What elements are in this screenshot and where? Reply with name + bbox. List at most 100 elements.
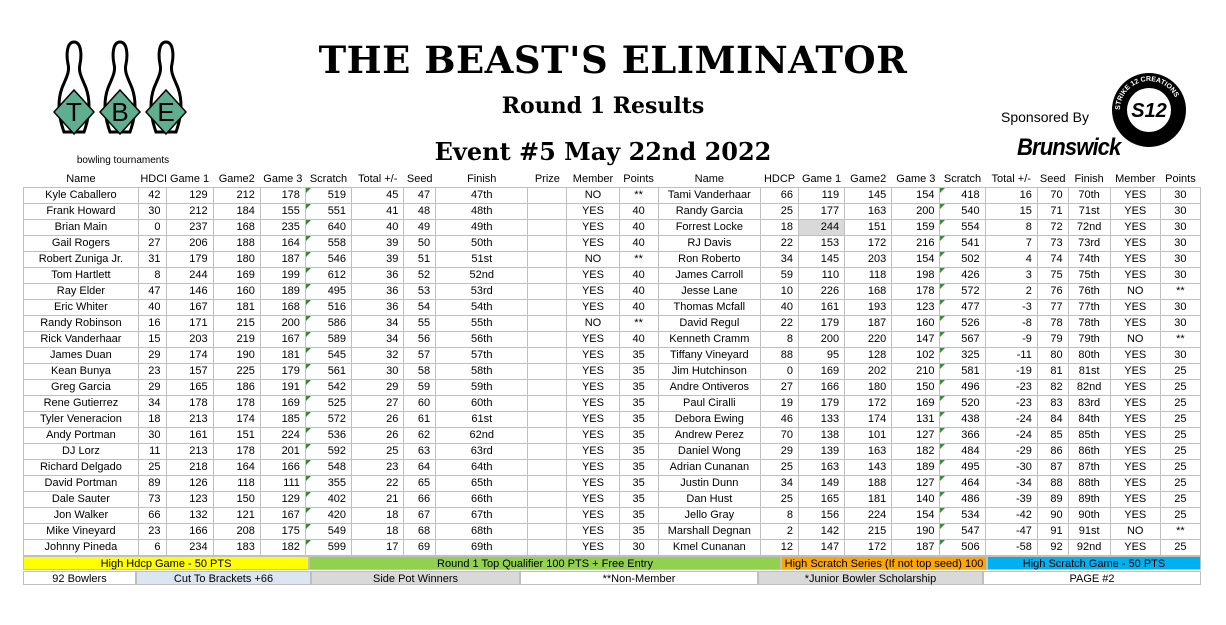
table-cell: 56th [435, 331, 529, 348]
table-cell: 7 [984, 235, 1038, 252]
table-cell: 549 [304, 523, 353, 540]
table-cell: 25 [1159, 411, 1202, 428]
legend-item: PAGE #2 [983, 571, 1201, 585]
table-cell: 558 [304, 235, 353, 252]
table-cell: 226 [797, 283, 846, 300]
table-cell: 84th [1067, 411, 1111, 428]
table-cell: Ron Roberto [657, 251, 762, 268]
table-cell: Brian Main [23, 219, 139, 236]
table-cell: 66th [435, 491, 529, 508]
table-cell: 18 [760, 219, 799, 236]
table-cell: 52nd [435, 267, 529, 284]
table-cell: 83 [1036, 395, 1069, 412]
table-row: David Portman 89 126 118 111 355 22 65 65th YES 35… [23, 475, 1202, 492]
table-cell [527, 219, 568, 236]
logo-letter-b: B [111, 97, 128, 127]
table-cell: 200 [797, 331, 846, 348]
table-cell: 57th [435, 347, 529, 364]
table-cell: 25 [1159, 443, 1202, 460]
table-cell: YES [566, 363, 620, 380]
table-cell: 224 [844, 507, 893, 524]
table-cell: 73 [1036, 235, 1069, 252]
table-cell: 50 [403, 235, 437, 252]
table-cell: 142 [797, 523, 846, 540]
table-cell: 8 [760, 331, 799, 348]
table-cell: 23 [137, 523, 167, 540]
table-cell: 203 [844, 251, 893, 268]
table-cell: 46 [760, 411, 799, 428]
column-header: Game2 [850, 173, 887, 185]
table-cell: 355 [304, 475, 353, 492]
table-cell: 29 [137, 379, 167, 396]
table-cell: 127 [891, 427, 941, 444]
table-cell [527, 443, 568, 460]
table-cell: 160 [891, 315, 941, 332]
table-cell: 213 [165, 443, 214, 460]
column-header: Game 3 [896, 173, 936, 185]
table-cell: 220 [844, 331, 893, 348]
table-cell: 80th [1067, 347, 1111, 364]
table-cell: 420 [304, 507, 353, 524]
table-cell: Eric Whiter [23, 299, 139, 316]
table-row: Mike Vineyard 23 166 208 175 549 18 68 68th YES 35… [23, 523, 1202, 540]
table-cell: DJ Lorz [23, 443, 139, 460]
table-cell: YES [566, 491, 620, 508]
table-cell: 8 [760, 507, 799, 524]
table-cell: 181 [259, 347, 306, 364]
brunswick-logo: Brunswick [1017, 134, 1121, 161]
table-cell: 78 [1036, 315, 1069, 332]
table-cell: 65 [403, 475, 437, 492]
table-cell: 88 [760, 347, 799, 364]
table-cell: 213 [165, 411, 214, 428]
table-cell: 178 [891, 283, 941, 300]
table-cell: 486 [939, 491, 986, 508]
table-cell: 23 [351, 459, 405, 476]
table-cell: 64 [403, 459, 437, 476]
table-cell: 174 [212, 411, 261, 428]
table-cell: 42 [137, 187, 167, 204]
table-cell: 89th [1067, 491, 1111, 508]
column-header: Game 3 [263, 173, 303, 185]
table-cell: 34 [137, 395, 167, 412]
table-cell: 111 [259, 475, 306, 492]
table-cell: 47th [435, 187, 529, 204]
table-cell: 200 [259, 315, 306, 332]
legend-item: Side Pot Winners [311, 571, 520, 585]
table-cell: 17 [351, 539, 405, 556]
table-cell: 18 [137, 411, 167, 428]
column-header: Name [694, 173, 724, 185]
table-cell: 50th [435, 235, 529, 252]
table-cell: -24 [984, 411, 1038, 428]
table-cell: 210 [891, 363, 941, 380]
table-cell: 25 [1159, 363, 1202, 380]
table-cell: 58th [435, 363, 529, 380]
table-cell: 150 [891, 379, 941, 396]
table-cell: 72 [1036, 219, 1069, 236]
table-cell: NO [566, 315, 620, 332]
table-cell: 30 [1159, 187, 1202, 204]
table-cell: 502 [939, 251, 986, 268]
table-cell: 188 [844, 475, 893, 492]
event-label: Event #5 May 22nd 2022 [434, 137, 772, 166]
table-cell: 30 [1159, 235, 1202, 252]
table-cell: YES [1109, 491, 1161, 508]
legend-item: High Scratch Series (If not top seed) 10… [781, 556, 987, 584]
table-cell: -8 [984, 315, 1038, 332]
table-cell: 164 [212, 459, 261, 476]
table-cell: 519 [304, 187, 353, 204]
table-cell: -3 [984, 299, 1038, 316]
table-cell: 6 [137, 539, 167, 556]
table-cell: 187 [844, 315, 893, 332]
table-cell: 67 [403, 507, 437, 524]
table-cell: 22 [760, 315, 799, 332]
table-cell: 77th [1067, 299, 1111, 316]
column-header: Member [572, 173, 614, 185]
table-cell: 35 [618, 459, 659, 476]
table-cell: 156 [797, 507, 846, 524]
table-cell: YES [1109, 411, 1161, 428]
table-cell: 82 [1036, 379, 1069, 396]
table-cell: Rene Gutierrez [23, 395, 139, 412]
table-cell: 22 [760, 235, 799, 252]
table-cell: 39 [351, 235, 405, 252]
table-cell: 3 [984, 267, 1038, 284]
